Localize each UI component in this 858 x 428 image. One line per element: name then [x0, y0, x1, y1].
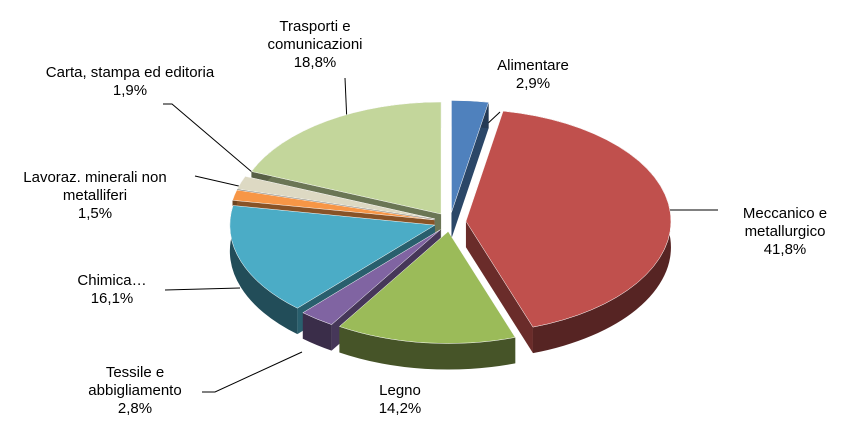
slice-top — [232, 189, 435, 221]
category-label: Meccanico e metallurgico — [742, 205, 828, 240]
category-label: Lavoraz. minerali non metalliferi — [23, 169, 167, 204]
value-label: 2,8% — [117, 400, 153, 417]
category-label: Legno — [379, 382, 421, 399]
slice — [338, 231, 516, 370]
leader-line — [202, 351, 303, 393]
value-label: 14,2% — [378, 400, 422, 417]
value-label: 16,1% — [90, 290, 134, 307]
value-label: 41,8% — [763, 241, 807, 258]
category-label: Chimica… — [77, 272, 147, 289]
slice-top — [302, 229, 441, 325]
category-label: Carta, stampa ed editoria — [45, 64, 215, 81]
data-label: Lavoraz. minerali non metalliferi 1,5% — [10, 169, 180, 223]
category-label: Trasporti e comunicazioni — [267, 18, 363, 53]
data-label: Meccanico e metallurgico 41,8% — [715, 205, 855, 259]
category-label: Tessile e abbigliamento — [88, 364, 182, 399]
slice-top — [229, 205, 436, 309]
slice — [465, 110, 672, 354]
leader-line — [164, 287, 241, 291]
value-label: 18,8% — [293, 54, 337, 71]
data-label: Chimica… 16,1% — [57, 272, 167, 308]
slice-top — [465, 110, 672, 328]
slice — [451, 100, 489, 239]
slice-top — [251, 101, 442, 215]
slice-side — [229, 205, 298, 335]
slice-wall — [465, 221, 533, 354]
data-label: Carta, stampa ed editoria 1,9% — [40, 64, 220, 100]
leader-line — [163, 103, 267, 185]
leader-lines — [163, 77, 718, 393]
slice-top — [338, 231, 516, 344]
data-label: Alimentare 2,9% — [473, 57, 593, 93]
slice-top — [451, 100, 489, 213]
data-label: Tessile e abbigliamento 2,8% — [60, 364, 210, 418]
slice-wall — [451, 102, 489, 239]
value-label: 2,9% — [515, 75, 551, 92]
data-label: Trasporti e comunicazioni 18,8% — [245, 18, 385, 72]
value-label: 1,5% — [77, 205, 113, 222]
slice-side — [339, 326, 516, 370]
data-label: Legno 14,2% — [350, 382, 450, 418]
value-label: 1,9% — [112, 82, 148, 99]
category-label: Alimentare — [497, 57, 569, 74]
slice-top — [236, 176, 435, 220]
